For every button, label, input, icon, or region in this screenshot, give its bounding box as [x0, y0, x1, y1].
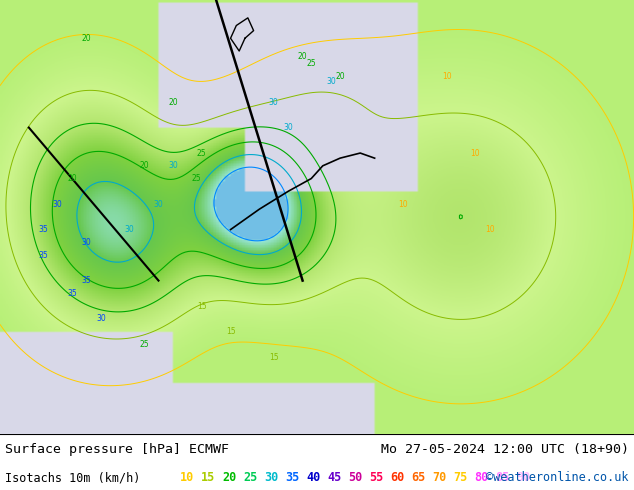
Text: 30: 30	[269, 98, 279, 106]
Text: 20: 20	[67, 174, 77, 183]
Text: 10: 10	[470, 148, 481, 158]
Text: 30: 30	[125, 225, 134, 234]
Text: 70: 70	[432, 471, 446, 484]
Text: 65: 65	[411, 471, 425, 484]
Text: 20: 20	[335, 72, 345, 81]
Text: 60: 60	[390, 471, 404, 484]
Text: 35: 35	[285, 471, 299, 484]
Text: 55: 55	[369, 471, 383, 484]
Text: 30: 30	[82, 238, 91, 247]
Text: 15: 15	[201, 471, 215, 484]
Text: ©weatheronline.co.uk: ©weatheronline.co.uk	[486, 471, 629, 484]
Text: 80: 80	[474, 471, 488, 484]
Text: 30: 30	[264, 471, 278, 484]
Text: 10: 10	[442, 72, 451, 81]
Text: 20: 20	[222, 471, 236, 484]
Text: 50: 50	[348, 471, 362, 484]
Text: Surface pressure [hPa] ECMWF: Surface pressure [hPa] ECMWF	[5, 443, 229, 456]
Text: 25: 25	[306, 59, 316, 68]
Text: Mo 27-05-2024 12:00 UTC (18+90): Mo 27-05-2024 12:00 UTC (18+90)	[381, 443, 629, 456]
Text: 15: 15	[269, 353, 278, 362]
Text: 30: 30	[153, 199, 164, 209]
Text: 75: 75	[453, 471, 467, 484]
Text: 10: 10	[180, 471, 194, 484]
Text: 40: 40	[306, 471, 320, 484]
Text: 20: 20	[82, 34, 91, 43]
Text: 30: 30	[168, 161, 178, 171]
Text: 25: 25	[139, 340, 149, 349]
Text: 10: 10	[485, 225, 495, 234]
Text: 20: 20	[139, 161, 149, 171]
Text: Isotachs 10m (km/h): Isotachs 10m (km/h)	[5, 471, 141, 484]
Text: 30: 30	[327, 77, 336, 86]
Text: 25: 25	[243, 471, 257, 484]
Text: 35: 35	[67, 289, 77, 298]
Text: 35: 35	[82, 276, 91, 285]
Text: 30: 30	[53, 199, 63, 209]
Text: 85: 85	[495, 471, 509, 484]
Text: 10: 10	[399, 199, 408, 209]
Text: 30: 30	[96, 315, 106, 323]
Text: 25: 25	[197, 148, 207, 158]
Text: 35: 35	[38, 250, 48, 260]
Text: 90: 90	[516, 471, 530, 484]
Text: 15: 15	[197, 302, 207, 311]
Text: 35: 35	[38, 225, 48, 234]
Text: 45: 45	[327, 471, 341, 484]
Text: 20: 20	[168, 98, 178, 106]
Text: 20: 20	[298, 51, 307, 61]
Text: 30: 30	[283, 123, 293, 132]
Text: 15: 15	[226, 327, 235, 336]
Text: 25: 25	[191, 174, 201, 183]
